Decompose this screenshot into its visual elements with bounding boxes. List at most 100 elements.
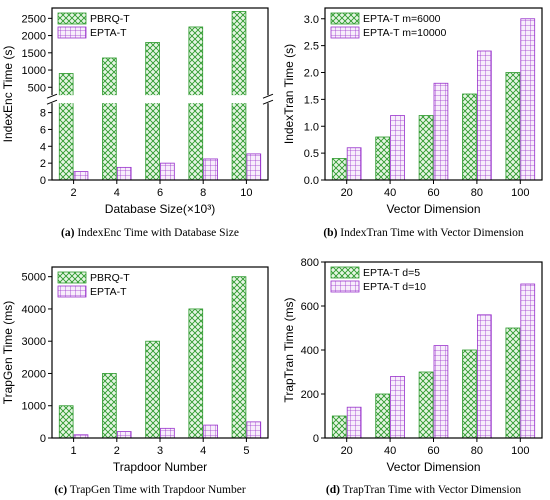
bar-b-6 (160, 162, 175, 181)
bar-b-20 (346, 406, 362, 439)
x-tick-label: 6 (157, 187, 163, 199)
x-tick-label: 8 (200, 187, 206, 199)
x-tick-label: 1 (71, 445, 77, 457)
y-tick-label: 3.0 (304, 14, 319, 26)
axis-break-mark (46, 99, 58, 105)
caption-label: (c) (54, 484, 67, 496)
y-axis-label: IndexTran Time (s) (282, 44, 296, 144)
bar-b-100 (520, 18, 536, 181)
y-tick-label: 800 (301, 257, 319, 269)
legend-label-1: PBRQ-T (90, 272, 130, 284)
bar-b-60 (433, 345, 449, 439)
x-tick-label: 4 (114, 187, 120, 199)
legend: PBRQ-T EPTA-T (57, 12, 130, 39)
bar-b-60 (433, 82, 449, 181)
chart-panel-1: 0 2 4 6 8 500 1000 1500 2000 2500 2 4 6 8 10 Database S… (1, 7, 274, 239)
x-tick-label: 100 (511, 445, 529, 457)
y-tick-label: 400 (301, 345, 319, 357)
caption-label: (b) (323, 227, 337, 239)
x-tick-label: 80 (471, 445, 483, 457)
bar-a-20 (331, 158, 347, 181)
bar-b-2 (73, 171, 89, 181)
bar-a-80 (462, 349, 477, 439)
bar-b-5 (246, 421, 262, 439)
bar-b-10 (246, 153, 262, 181)
chart-panel-3: 0 1000 2000 3000 4000 5000 1 2 3 4 5 Trapdoor Numbe… (1, 266, 269, 496)
y-tick-label: 6 (40, 124, 46, 136)
legend-label-2: EPTA-T (90, 286, 127, 298)
y-axis-label: TrapTran Time (ms) (282, 297, 296, 402)
x-tick-label: 60 (427, 445, 439, 457)
y-tick-label: 2.0 (304, 68, 319, 80)
bar-a-80 (462, 93, 477, 181)
x-axis-label: Vector Dimension (386, 202, 480, 216)
bar-a-8 (188, 26, 204, 181)
caption-text: TrapGen Time with Trapdoor Number (67, 484, 246, 496)
caption: (b) IndexTran Time with Vector Dimension (323, 227, 524, 239)
y-tick-label: 1000 (22, 401, 46, 413)
y-tick-label: 4000 (22, 304, 46, 316)
legend-label-1: EPTA-T d=5 (363, 267, 420, 279)
y-tick-label: 8 (40, 108, 46, 120)
x-tick-label: 4 (200, 445, 206, 457)
bar-b-20 (346, 147, 362, 181)
caption-label: (d) (326, 484, 340, 496)
bar-a-40 (375, 393, 391, 439)
bar-a-5 (231, 276, 247, 439)
bar-b-80 (476, 314, 492, 439)
caption: (c) TrapGen Time with Trapdoor Number (54, 484, 246, 496)
y-tick-label: 600 (301, 301, 319, 313)
x-tick-label: 2 (114, 445, 120, 457)
axis-break-mark (262, 99, 274, 105)
caption-text: IndexEnc Time with Database Size (74, 227, 238, 239)
x-tick-label: 20 (341, 445, 353, 457)
y-tick-label: 200 (301, 389, 319, 401)
bar-b-40 (390, 375, 405, 439)
legend-swatch-2 (330, 280, 360, 293)
caption: (d) TrapTran Time with Vector Dimension (326, 484, 521, 496)
legend-swatch-1 (330, 266, 360, 279)
bar-b-40 (390, 115, 405, 181)
bar-a-100 (505, 72, 521, 181)
x-tick-label: 80 (471, 187, 483, 199)
caption-text: TrapTran Time with Vector Dimension (340, 484, 521, 496)
chart-panel-4: 0 200 400 600 800 20 40 60 80 100 Vector Dimension… (282, 257, 543, 496)
y-tick-label: 1000 (22, 65, 46, 77)
chart-panel-2: 0.0 0.5 1.0 1.5 2.0 2.5 3.0 20 40 60 80 100 Vector D… (282, 7, 543, 239)
y-tick-label: 3000 (22, 336, 46, 348)
y-tick-label: 4 (40, 141, 46, 153)
legend-swatch-1 (57, 12, 87, 25)
axis-break-gap (49, 95, 271, 104)
legend-swatch-2 (57, 285, 87, 298)
bar-b-80 (476, 50, 492, 181)
y-tick-label: 2000 (22, 31, 46, 43)
bar-a-4 (188, 308, 204, 439)
bar-b-100 (520, 283, 536, 439)
bar-a-60 (418, 115, 434, 181)
bar-a-6 (145, 42, 160, 181)
bar-b-8 (203, 158, 218, 181)
x-tick-label: 40 (384, 187, 396, 199)
legend: EPTA-T m=6000 EPTA-T m=10000 (330, 12, 447, 39)
bar-a-100 (505, 327, 521, 439)
y-tick-label: 0.0 (304, 175, 319, 187)
bar-a-2 (102, 373, 117, 439)
y-tick-label: 2.5 (304, 41, 319, 53)
x-tick-label: 40 (384, 445, 396, 457)
x-tick-label: 3 (157, 445, 163, 457)
legend-label-2: EPTA-T d=10 (363, 281, 426, 293)
bar-a-3 (145, 340, 160, 439)
y-tick-label: 0 (40, 433, 46, 445)
y-tick-label: 1.5 (304, 94, 319, 106)
bar-a-20 (331, 415, 347, 439)
bar-a-60 (418, 371, 434, 439)
y-axis-label: TrapGen Time (ms) (1, 301, 15, 405)
y-tick-label: 5000 (22, 272, 46, 284)
axis-break-mark (46, 93, 58, 99)
y-tick-label: 2000 (22, 368, 46, 380)
bar-b-4 (203, 424, 218, 439)
x-tick-label: 10 (240, 187, 252, 199)
bar-a-40 (375, 136, 391, 181)
legend: EPTA-T d=5 EPTA-T d=10 (330, 266, 426, 293)
axis-break-mark (262, 93, 274, 99)
